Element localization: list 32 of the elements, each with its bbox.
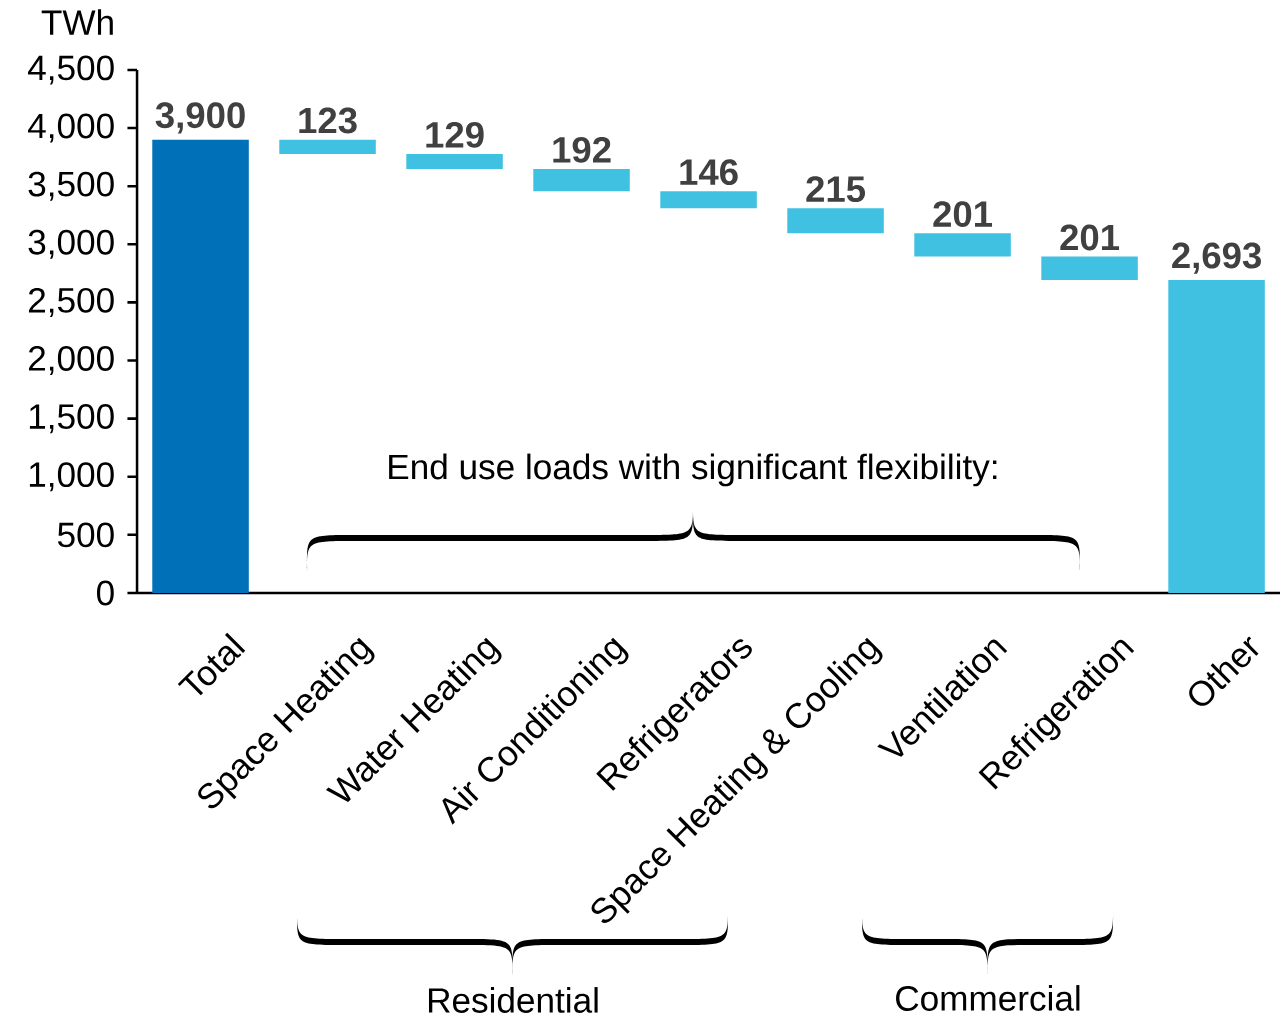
text: Commercial (896, 985, 1080, 1011)
data-label: 123 (299, 107, 357, 134)
y-tick-label: 3,000 (28, 229, 114, 259)
y-tick-label: 1,500 (29, 404, 114, 434)
bar (279, 139, 376, 154)
bar (1168, 279, 1265, 593)
y-tick-label: 500 (57, 522, 114, 548)
data-label: 129 (426, 121, 484, 148)
y-tick-label: 0 (96, 580, 114, 606)
data-label: 215 (806, 176, 866, 203)
y-tick-label: 1,000 (29, 462, 114, 492)
data-label: 2,693 (1172, 242, 1261, 274)
y-tick-label: 2,500 (28, 287, 114, 317)
data-label: 201 (1060, 224, 1120, 251)
y-axis-title: TWh (41, 9, 113, 35)
bar (152, 139, 249, 593)
y-tick-label: 4,000 (28, 113, 114, 143)
data-label: 201 (933, 201, 993, 228)
data-label: 146 (680, 159, 738, 186)
bar (787, 208, 884, 234)
bar (406, 153, 503, 169)
y-tick-label: 4,500 (28, 55, 114, 85)
text: Residential (428, 987, 598, 1013)
bar (914, 233, 1011, 257)
bar (533, 168, 630, 192)
data-label: 192 (553, 136, 611, 163)
bar (660, 191, 757, 209)
annotation: End use loads with significant flexibility: (389, 453, 997, 487)
y-tick-label: 2,000 (28, 346, 114, 376)
y-tick-label: 3,500 (28, 171, 114, 201)
data-label: 3,900 (155, 102, 245, 134)
bar (1041, 256, 1138, 280)
